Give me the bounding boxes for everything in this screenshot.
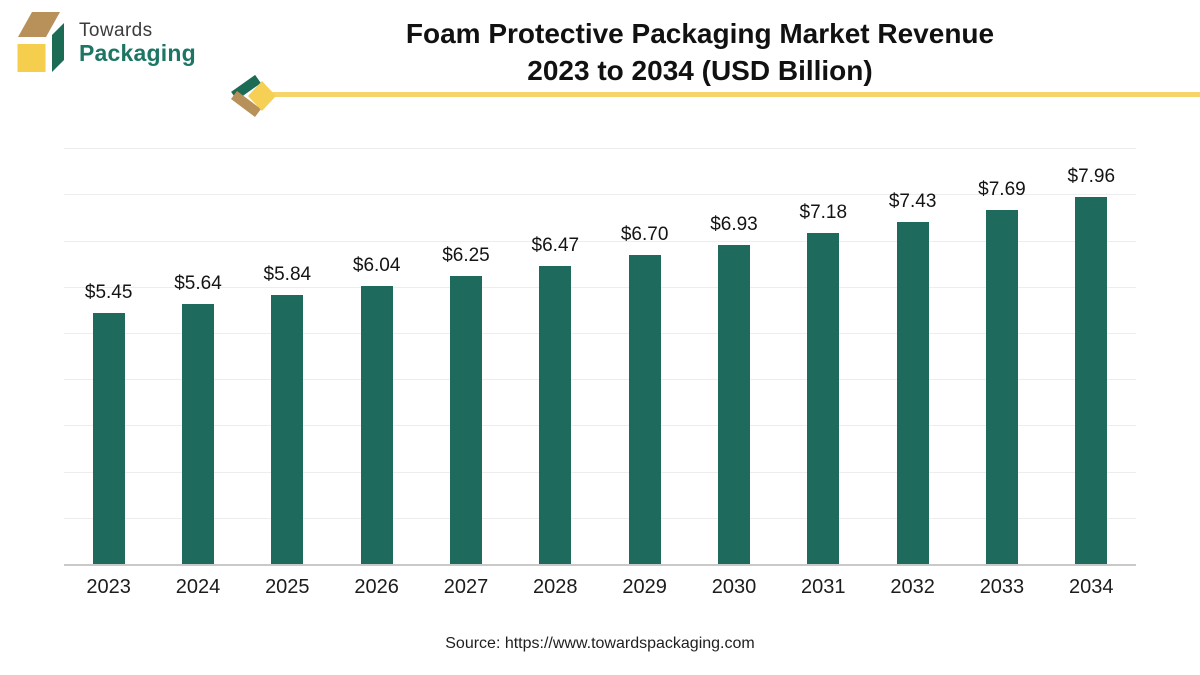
gridline — [64, 379, 1136, 381]
source-text: Source: https://www.towardspackaging.com — [445, 635, 755, 652]
bar-column: $5.45 — [64, 140, 153, 565]
chart-area: $5.45 $5.64 $5.84 $6.04 $6.25 $6.47 $6.70 $6.93… — [64, 140, 1136, 566]
gridline — [64, 425, 1136, 427]
bar-2031 — [807, 233, 840, 565]
bar-value-label: $7.69 — [978, 178, 1026, 200]
bar-column: $7.18 — [779, 140, 868, 565]
bar-2032 — [896, 221, 929, 565]
chart-title: Foam Protective Packaging Market Revenue… — [200, 15, 1200, 89]
bar-2027 — [449, 276, 482, 565]
cube-right-face — [52, 23, 64, 72]
bar-column: $7.43 — [868, 140, 957, 565]
bar-value-label: $7.43 — [888, 190, 937, 212]
bar-2029 — [628, 255, 661, 565]
x-axis-label: 2027 — [443, 576, 489, 598]
bar-2024 — [181, 304, 214, 565]
bar-column: $6.70 — [600, 140, 689, 565]
logo-text-towards: Towards — [79, 20, 153, 41]
x-axis-line — [64, 564, 1136, 566]
x-axis-label: 2026 — [354, 576, 399, 598]
x-axis-label: 2025 — [265, 576, 310, 598]
logo-text-packaging: Packaging — [79, 40, 196, 66]
bar-2030 — [717, 244, 750, 565]
bar-column: $6.04 — [332, 140, 421, 565]
chevron-bottom-stroke — [231, 91, 261, 117]
x-axis-label: 2034 — [1069, 576, 1114, 598]
cube-front-face — [17, 44, 46, 72]
bars-layer: $5.45 $5.64 $5.84 $6.04 $6.25 $6.47 $6.70 $6.93… — [64, 140, 1136, 565]
gridline — [64, 517, 1136, 519]
bar-2034 — [1075, 197, 1108, 565]
bar-2023 — [92, 313, 125, 565]
bar-2033 — [985, 209, 1018, 565]
x-axis-label: 2029 — [622, 576, 667, 598]
bar-column: $7.69 — [957, 140, 1046, 565]
x-axis-label: 2028 — [533, 576, 578, 598]
bar-value-label: $7.18 — [799, 202, 848, 224]
bar-value-label: $7.96 — [1067, 166, 1116, 188]
divider-line — [272, 92, 1200, 97]
bar-column: $5.64 — [153, 140, 242, 565]
bar-value-label: $6.93 — [710, 213, 758, 235]
divider-arrow-icon — [231, 74, 276, 117]
x-axis-label: 2033 — [979, 576, 1025, 598]
bar-2025 — [271, 295, 304, 565]
bar-value-label: $5.84 — [263, 264, 312, 286]
bar-column: $5.84 — [243, 140, 332, 565]
bar-value-label: $5.45 — [84, 282, 133, 304]
x-axis-labels: 2023 2024 2025 2026 2027 2028 2029 2030 2031 2032… — [64, 576, 1136, 602]
x-axis-label: 2023 — [86, 576, 131, 598]
x-axis-label: 2024 — [175, 576, 221, 598]
bar-value-label: $5.64 — [174, 273, 222, 295]
bar-value-label: $6.47 — [531, 235, 580, 257]
bar-2028 — [539, 266, 572, 565]
cube-top-face — [18, 12, 60, 37]
bar-2026 — [360, 285, 393, 565]
gridline — [64, 333, 1136, 334]
chart-title-line1: Foam Protective Packaging Market Revenue — [405, 18, 995, 49]
gridline — [64, 148, 1136, 150]
bar-column: $6.93 — [689, 140, 778, 565]
gridline — [64, 240, 1136, 242]
gridline — [64, 471, 1136, 473]
bar-column: $6.47 — [511, 140, 600, 565]
bar-value-label: $6.70 — [620, 224, 669, 246]
logo-cube-icon — [17, 12, 64, 72]
gridline — [64, 194, 1136, 196]
x-axis-label: 2030 — [711, 576, 757, 598]
x-axis-label: 2032 — [890, 576, 935, 598]
bar-column: $6.25 — [421, 140, 510, 565]
bar-value-label: $6.25 — [442, 245, 490, 267]
bar-value-label: $6.04 — [352, 254, 401, 276]
diamond-shape — [248, 81, 276, 111]
chart-title-line2: 2023 to 2034 (USD Billion) — [527, 55, 873, 86]
x-axis-label: 2031 — [801, 576, 846, 598]
bar-column: $7.96 — [1047, 140, 1136, 565]
gridline — [64, 286, 1136, 288]
